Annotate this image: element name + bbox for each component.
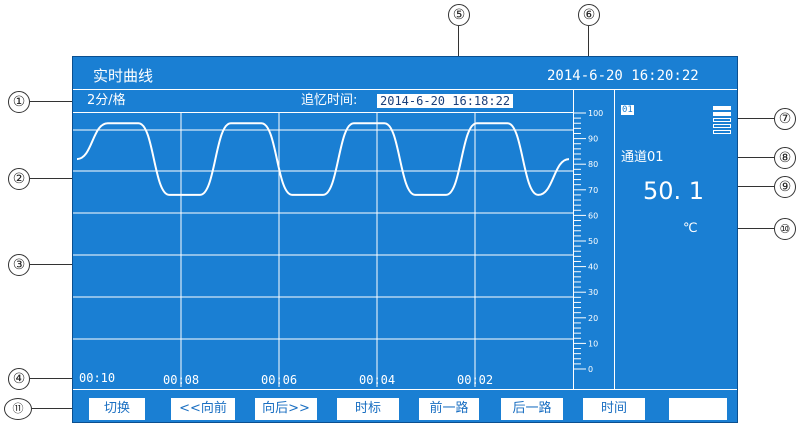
header-divider (73, 112, 573, 113)
y-tick-label: 40 (588, 263, 598, 272)
time-scale-label: 2分/格 (87, 93, 126, 108)
channel-badge: 01 (621, 105, 634, 115)
next-channel-button[interactable]: 后一路 (501, 398, 563, 420)
unit-label: ℃ (683, 221, 698, 236)
callout-9-leader (705, 186, 774, 187)
y-tick-label: 10 (588, 339, 598, 348)
callout-4: ④ (8, 368, 30, 390)
recall-time-label: 追忆时间: (301, 93, 358, 108)
callout-2: ② (8, 168, 30, 190)
blank-button[interactable] (669, 398, 727, 420)
bar-graph-icon (713, 106, 731, 134)
time-label: 00:06 (261, 373, 298, 387)
callout-9: ⑨ (774, 176, 796, 198)
y-tick-label: 100 (588, 109, 603, 118)
time-label: 00:10 (79, 371, 116, 385)
callout-6: ⑥ (578, 4, 600, 26)
callout-1: ① (8, 91, 30, 113)
y-tick-label: 90 (588, 135, 598, 144)
time-label: 00:04 (359, 373, 396, 387)
callout-10: ⑩ (774, 218, 796, 240)
title-divider (73, 89, 737, 90)
y-tick-label: 80 (588, 160, 598, 169)
callout-7-leader (730, 118, 774, 119)
channel-name: 通道01 (621, 150, 664, 165)
callout-7: ⑦ (774, 108, 796, 130)
scale-divider (573, 89, 574, 389)
y-tick-label: 60 (588, 211, 598, 220)
y-tick-label: 50 (588, 237, 598, 246)
y-tick-label: 30 (588, 288, 598, 297)
backward-button[interactable]: 向后>> (255, 398, 317, 420)
panel-divider (614, 89, 615, 389)
prev-channel-button[interactable]: 前一路 (419, 398, 479, 420)
trend-curve (76, 122, 570, 196)
callout-3: ③ (8, 254, 30, 276)
y-tick-label: 20 (588, 314, 598, 323)
time-button[interactable]: 时间 (583, 398, 645, 420)
switch-button[interactable]: 切换 (89, 398, 145, 420)
callout-11-leader (32, 408, 82, 409)
callout-2-leader (30, 178, 80, 179)
device-screen: 实时曲线 2014-6-20 16:20:22 2分/格 追忆时间: 2014-… (72, 56, 738, 423)
recall-time-field[interactable]: 2014-6-20 16:18:22 (377, 94, 514, 108)
forward-button[interactable]: <<向前 (171, 398, 235, 420)
screen-title: 实时曲线 (93, 67, 154, 85)
y-tick-label: 0 (588, 365, 593, 374)
callout-11: ⑪ (4, 398, 32, 420)
time-mark-button[interactable]: 时标 (337, 398, 399, 420)
callout-8: ⑧ (774, 147, 796, 169)
current-value: 50. 1 (643, 177, 705, 205)
time-label: 00:02 (457, 373, 494, 387)
callout-5: ⑤ (448, 4, 470, 26)
bottom-divider (73, 389, 737, 390)
callout-8-leader (705, 157, 774, 158)
time-label: 00:08 (163, 373, 200, 387)
callout-4-leader (30, 378, 80, 379)
callout-1-leader (30, 101, 80, 102)
datetime-display: 2014-6-20 16:20:22 (547, 68, 699, 84)
y-tick-label: 70 (588, 186, 598, 195)
